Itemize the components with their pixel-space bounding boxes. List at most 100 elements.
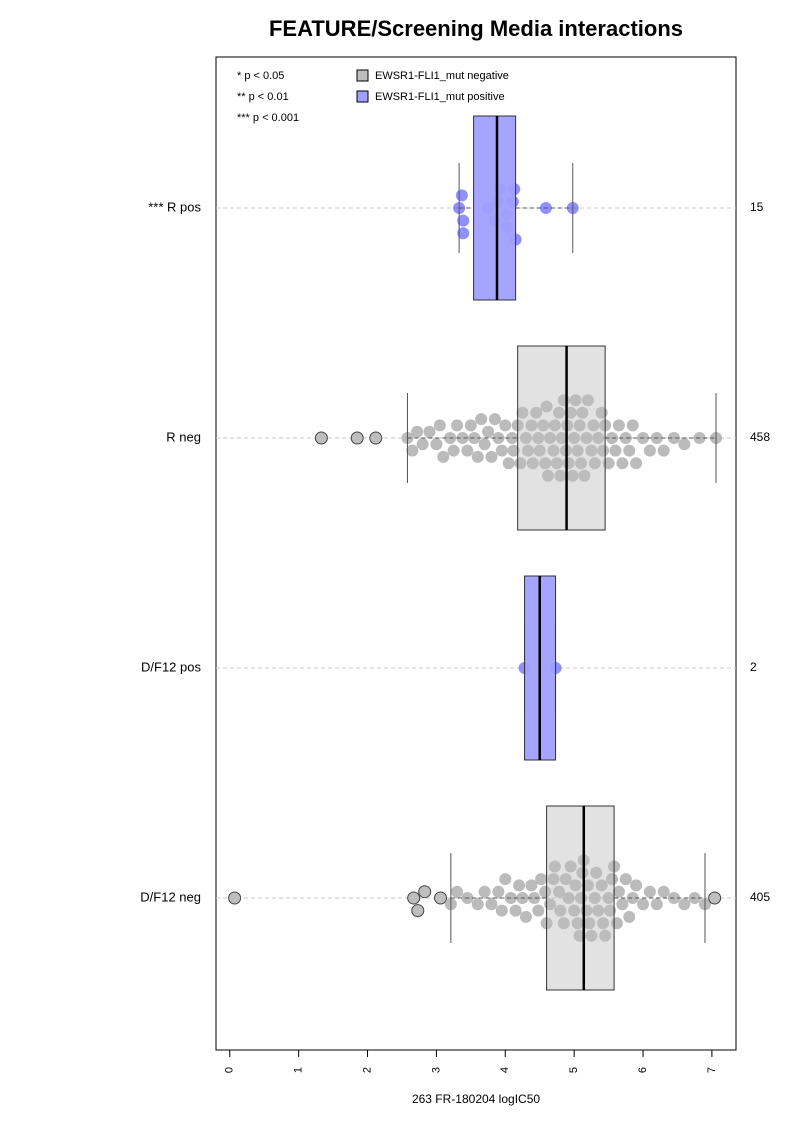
- x-tick-label: 7: [706, 1067, 718, 1073]
- data-point: [602, 892, 615, 904]
- data-point: [532, 432, 545, 444]
- data-point: [575, 457, 588, 470]
- data-point: [568, 904, 581, 917]
- data-point: [451, 419, 464, 432]
- data-point: [569, 394, 582, 407]
- data-point: [519, 432, 532, 444]
- data-point: [678, 438, 691, 451]
- data-point: [548, 419, 561, 432]
- data-point: [499, 419, 512, 432]
- data-point: [437, 450, 450, 463]
- data-point: [471, 450, 484, 463]
- data-point: [482, 425, 495, 438]
- x-tick-label: 0: [224, 1067, 236, 1073]
- data-point: [588, 892, 601, 904]
- data-point: [588, 457, 601, 470]
- x-tick-label: 5: [568, 1067, 580, 1073]
- box: [517, 345, 606, 531]
- count-label: 2: [750, 660, 757, 674]
- data-point: [585, 929, 598, 942]
- data-point: [668, 432, 681, 444]
- data-point: [580, 432, 593, 444]
- data-point: [569, 879, 582, 892]
- data-point: [526, 457, 539, 470]
- data-point: [411, 904, 425, 918]
- data-point: [626, 892, 639, 904]
- p-value-note: * p < 0.05: [237, 70, 284, 82]
- data-point: [464, 419, 477, 432]
- data-point: [495, 904, 508, 917]
- data-point: [597, 444, 610, 457]
- y-tick-label: D/F12 neg: [140, 889, 201, 904]
- data-point: [592, 432, 605, 444]
- data-point: [581, 394, 594, 407]
- data-point: [471, 898, 484, 911]
- data-point: [571, 917, 584, 930]
- data-point: [585, 444, 598, 457]
- data-point: [528, 892, 541, 904]
- data-point: [228, 891, 242, 905]
- data-point: [552, 885, 565, 898]
- data-point: [433, 419, 446, 432]
- data-point: [612, 419, 625, 432]
- data-point: [643, 444, 656, 457]
- data-point: [554, 904, 567, 917]
- data-point: [533, 444, 546, 457]
- data-point: [550, 457, 563, 470]
- data-point: [643, 885, 656, 898]
- y-tick-label: R neg: [166, 429, 201, 444]
- data-point: [708, 891, 722, 905]
- data-point: [568, 432, 581, 444]
- count-label: 405: [750, 890, 770, 904]
- data-point: [612, 885, 625, 898]
- count-label: 15: [750, 200, 764, 214]
- data-point: [423, 425, 436, 438]
- data-point: [597, 917, 610, 930]
- data-point: [603, 904, 616, 917]
- data-point: [507, 444, 520, 457]
- data-point: [619, 873, 632, 886]
- data-point: [571, 444, 584, 457]
- data-point: [587, 419, 600, 432]
- data-point: [539, 885, 552, 898]
- x-tick-label: 3: [430, 1067, 442, 1073]
- data-point: [590, 866, 603, 879]
- y-tick-label: *** R pos: [148, 199, 201, 214]
- data-point: [530, 406, 543, 419]
- x-axis-label: 263 FR-180204 logIC50: [412, 1092, 540, 1106]
- data-point: [657, 444, 670, 457]
- x-tick-label: 1: [293, 1067, 305, 1073]
- data-point: [537, 419, 550, 432]
- data-point: [606, 873, 619, 886]
- data-point: [430, 438, 443, 451]
- data-point: [478, 885, 491, 898]
- data-point: [599, 929, 612, 942]
- data-point: [544, 432, 557, 444]
- data-point: [456, 432, 469, 444]
- data-point: [506, 432, 519, 444]
- data-point: [562, 892, 575, 904]
- legend-label: EWSR1-FLI1_mut positive: [375, 91, 505, 103]
- data-point: [509, 904, 522, 917]
- data-point: [623, 444, 636, 457]
- data-point: [554, 469, 567, 482]
- data-point: [616, 898, 629, 911]
- data-point: [451, 885, 464, 898]
- box: [546, 805, 615, 991]
- data-point: [573, 419, 586, 432]
- data-point: [564, 860, 577, 873]
- data-point: [576, 406, 589, 419]
- data-point: [619, 432, 632, 444]
- data-point: [592, 904, 605, 917]
- data-point: [492, 885, 505, 898]
- data-point: [418, 885, 432, 899]
- data-point: [495, 444, 508, 457]
- data-point: [455, 189, 468, 202]
- data-point: [623, 910, 636, 923]
- data-point: [502, 457, 515, 470]
- data-point: [566, 469, 579, 482]
- data-point: [630, 457, 643, 470]
- data-point: [559, 873, 572, 886]
- legend-label: EWSR1-FLI1_mut negative: [375, 70, 509, 82]
- x-tick-label: 6: [637, 1067, 649, 1073]
